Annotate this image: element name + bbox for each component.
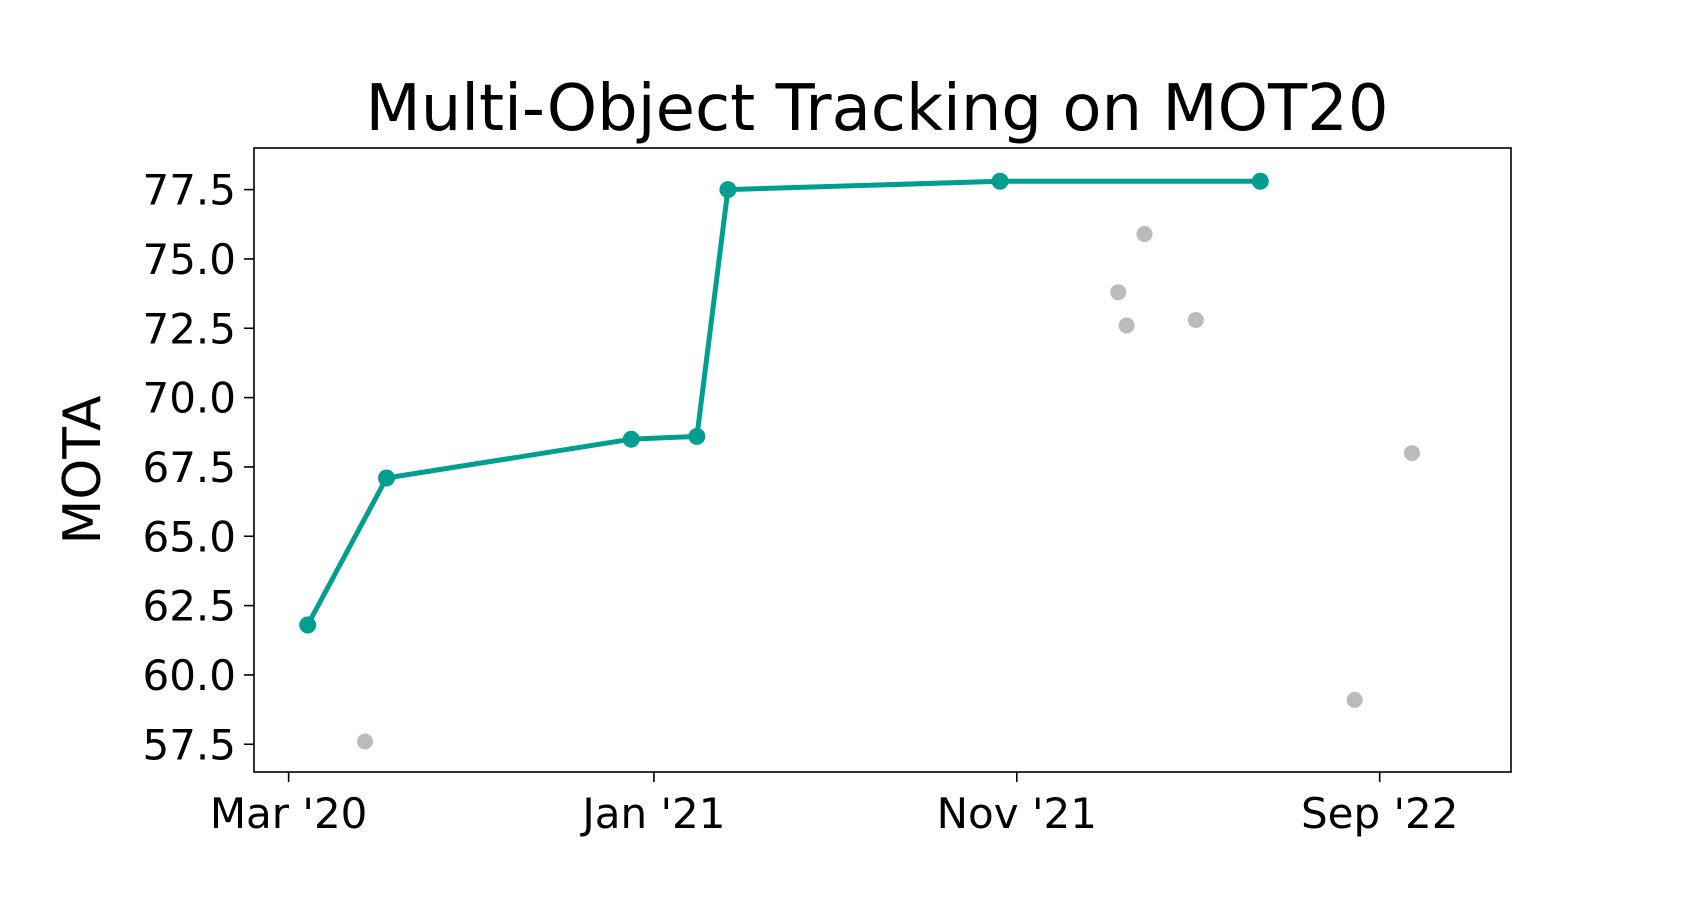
- x-tick-label: Mar '20: [210, 789, 368, 838]
- data-point: [1251, 172, 1269, 190]
- data-point: [1110, 284, 1127, 301]
- y-axis-label: MOTA: [53, 395, 113, 545]
- data-point: [719, 181, 737, 199]
- y-tick-label: 67.5: [142, 443, 236, 492]
- x-tick-label: Sep '22: [1301, 789, 1459, 838]
- y-axis-ticks: 57.5 60.0 62.5 65.0 67.5 70.0 72.5 75.0 77.5: [142, 166, 254, 769]
- data-point: [1346, 691, 1363, 708]
- data-point: [1403, 445, 1420, 462]
- y-tick-label: 70.0: [142, 374, 236, 423]
- y-tick-label: 75.0: [142, 235, 236, 284]
- y-tick-label: 62.5: [142, 582, 236, 631]
- data-point: [622, 430, 640, 448]
- data-point: [991, 172, 1009, 190]
- y-tick-label: 65.0: [142, 512, 236, 561]
- data-point: [1118, 317, 1135, 334]
- data-point: [1187, 311, 1204, 328]
- axes-frame: [253, 147, 1512, 773]
- y-tick-label: 72.5: [142, 304, 236, 353]
- x-tick-label: Jan '21: [579, 789, 725, 838]
- x-tick-label: Nov '21: [937, 789, 1097, 838]
- y-tick-label: 57.5: [142, 720, 236, 769]
- series-other: [357, 225, 1420, 750]
- y-tick-label: 60.0: [142, 651, 236, 700]
- data-point: [378, 469, 396, 487]
- x-axis-ticks: Mar '20 Jan '21 Nov '21 Sep '22: [210, 772, 1459, 838]
- data-point: [1136, 225, 1153, 242]
- series-line: [305, 178, 1263, 628]
- chart-title: Multi-Object Tracking on MOT20: [365, 72, 1388, 146]
- series-state-of-the-art: [299, 172, 1269, 634]
- data-point: [299, 616, 317, 634]
- data-point: [688, 427, 706, 445]
- data-point: [357, 733, 374, 750]
- y-tick-label: 77.5: [142, 166, 236, 215]
- plot-area: [299, 172, 1420, 750]
